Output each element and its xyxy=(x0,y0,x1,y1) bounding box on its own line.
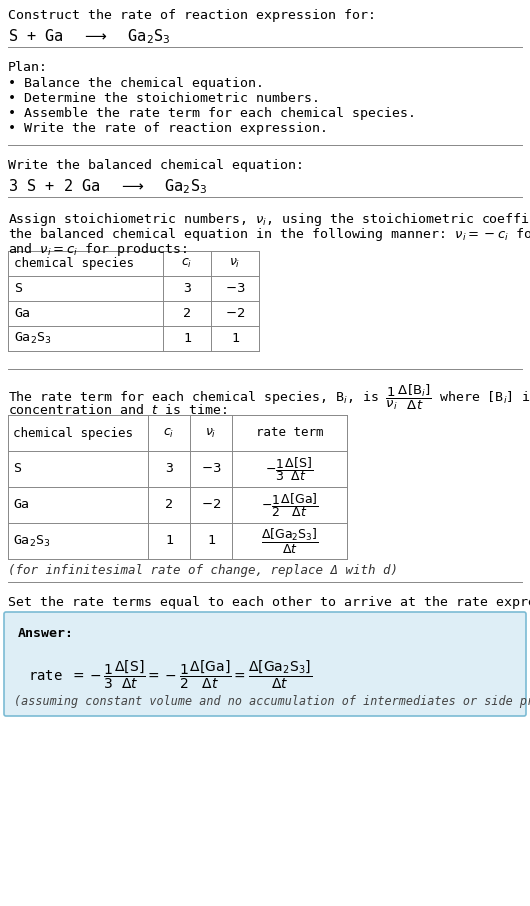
Text: • Assemble the rate term for each chemical species.: • Assemble the rate term for each chemic… xyxy=(8,107,416,120)
Text: $-3$: $-3$ xyxy=(201,462,221,476)
Text: Write the balanced chemical equation:: Write the balanced chemical equation: xyxy=(8,159,304,172)
Text: the balanced chemical equation in the following manner: $\nu_i = -c_i$ for react: the balanced chemical equation in the fo… xyxy=(8,226,530,243)
Text: $-\dfrac{1}{3}\dfrac{\Delta[\mathrm{S}]}{\Delta t}$: $-\dfrac{1}{3}\dfrac{\Delta[\mathrm{S}]}… xyxy=(266,455,314,483)
Text: S + Ga  $\longrightarrow$  Ga$_2$S$_3$: S + Ga $\longrightarrow$ Ga$_2$S$_3$ xyxy=(8,27,171,45)
Text: The rate term for each chemical species, B$_i$, is $\dfrac{1}{\nu_i}\dfrac{\Delt: The rate term for each chemical species,… xyxy=(8,383,530,412)
Text: Ga$_2$S$_3$: Ga$_2$S$_3$ xyxy=(14,331,51,346)
Text: Construct the rate of reaction expression for:: Construct the rate of reaction expressio… xyxy=(8,9,376,22)
Text: 1: 1 xyxy=(183,332,191,345)
Text: $c_i$: $c_i$ xyxy=(181,257,192,270)
Text: Ga: Ga xyxy=(13,498,29,512)
Text: chemical species: chemical species xyxy=(14,257,134,270)
Text: • Balance the chemical equation.: • Balance the chemical equation. xyxy=(8,77,264,90)
Text: 1: 1 xyxy=(165,535,173,547)
Text: rate term: rate term xyxy=(256,427,323,439)
Text: Ga: Ga xyxy=(14,307,30,320)
FancyBboxPatch shape xyxy=(4,612,526,716)
Text: Assign stoichiometric numbers, $\nu_i$, using the stoichiometric coefficients, $: Assign stoichiometric numbers, $\nu_i$, … xyxy=(8,211,530,228)
Text: 1: 1 xyxy=(231,332,239,345)
Text: $\nu_i$: $\nu_i$ xyxy=(229,257,241,270)
Text: Set the rate terms equal to each other to arrive at the rate expression:: Set the rate terms equal to each other t… xyxy=(8,596,530,609)
Text: $c_i$: $c_i$ xyxy=(163,427,174,439)
Text: 3 S + 2 Ga  $\longrightarrow$  Ga$_2$S$_3$: 3 S + 2 Ga $\longrightarrow$ Ga$_2$S$_3$ xyxy=(8,177,207,196)
Text: $\dfrac{\Delta[\mathrm{Ga_2S_3}]}{\Delta t}$: $\dfrac{\Delta[\mathrm{Ga_2S_3}]}{\Delta… xyxy=(261,526,319,555)
Text: 3: 3 xyxy=(165,462,173,476)
Text: $-\dfrac{1}{2}\dfrac{\Delta[\mathrm{Ga}]}{\Delta t}$: $-\dfrac{1}{2}\dfrac{\Delta[\mathrm{Ga}]… xyxy=(261,491,319,519)
Text: rate $= -\dfrac{1}{3}\dfrac{\Delta[\mathrm{S}]}{\Delta t} = -\dfrac{1}{2}\dfrac{: rate $= -\dfrac{1}{3}\dfrac{\Delta[\math… xyxy=(28,659,312,691)
Text: • Determine the stoichiometric numbers.: • Determine the stoichiometric numbers. xyxy=(8,92,320,105)
Text: and $\nu_i = c_i$ for products:: and $\nu_i = c_i$ for products: xyxy=(8,241,187,258)
Text: 1: 1 xyxy=(207,535,215,547)
Text: $\nu_i$: $\nu_i$ xyxy=(205,427,217,439)
Text: 2: 2 xyxy=(183,307,191,320)
Text: S: S xyxy=(13,462,21,476)
Text: 2: 2 xyxy=(165,498,173,512)
Text: $-2$: $-2$ xyxy=(201,498,221,512)
Text: (assuming constant volume and no accumulation of intermediates or side products): (assuming constant volume and no accumul… xyxy=(14,695,530,708)
Text: chemical species: chemical species xyxy=(13,427,133,439)
Text: Answer:: Answer: xyxy=(18,627,74,640)
Text: concentration and $t$ is time:: concentration and $t$ is time: xyxy=(8,403,227,417)
Text: $-3$: $-3$ xyxy=(225,282,245,295)
Text: S: S xyxy=(14,282,22,295)
Text: Plan:: Plan: xyxy=(8,61,48,74)
Text: (for infinitesimal rate of change, replace Δ with d): (for infinitesimal rate of change, repla… xyxy=(8,564,398,577)
Text: 3: 3 xyxy=(183,282,191,295)
Text: $-2$: $-2$ xyxy=(225,307,245,320)
Text: Ga$_2$S$_3$: Ga$_2$S$_3$ xyxy=(13,534,50,548)
Text: • Write the rate of reaction expression.: • Write the rate of reaction expression. xyxy=(8,122,328,135)
